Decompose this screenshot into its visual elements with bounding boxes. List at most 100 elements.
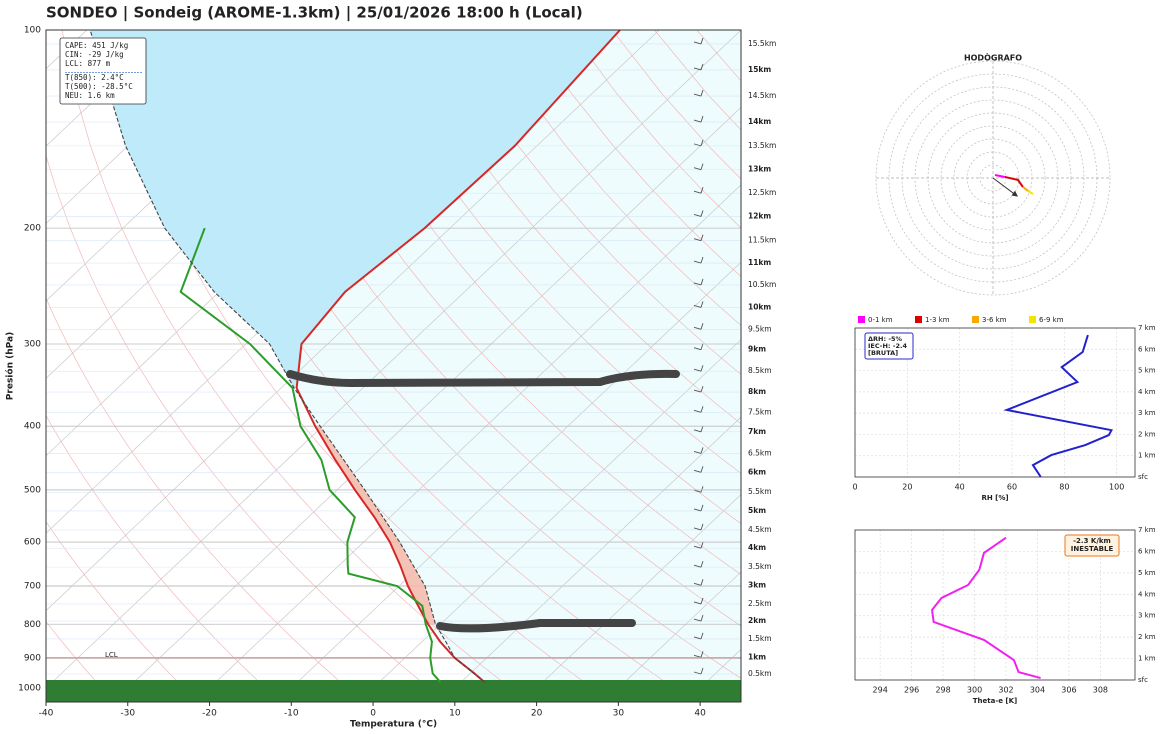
info-line: INESTABLE	[1071, 545, 1114, 553]
hodograph-title: HODÒGRAFO	[964, 52, 1022, 63]
info-line: NEU: 1.6 km	[65, 91, 115, 100]
hodograph-line	[1004, 175, 1024, 188]
height-label: 15km	[748, 65, 771, 74]
height-label: 5km	[748, 506, 766, 515]
wind-barb	[693, 614, 704, 622]
height-label: 13km	[748, 165, 771, 174]
info-line: T(850): 2.4°C	[65, 73, 124, 82]
dry-adiabat	[781, 30, 1172, 702]
hodograph-ring	[875, 60, 1111, 296]
wind-barb	[693, 667, 704, 675]
skewt-plot	[46, 30, 1172, 702]
y-tick-label: sfc	[1138, 676, 1148, 684]
height-label: 1.5km	[748, 634, 772, 643]
height-label: 9.5km	[748, 324, 772, 333]
isotherm	[358, 339, 741, 702]
profile-line	[295, 30, 621, 684]
x-axis-label: Theta-e [K]	[973, 697, 1018, 705]
y-tick-label: 7 km	[1138, 526, 1156, 534]
wind-barb	[693, 486, 704, 493]
height-label: 0.5km	[748, 669, 772, 678]
y-tick-label: 4 km	[1138, 388, 1156, 396]
y-tick-label: sfc	[1138, 473, 1148, 481]
x-tick-label: 20	[902, 483, 912, 492]
x-tick-label: 296	[904, 686, 919, 695]
height-label: 8km	[748, 387, 766, 396]
height-label: 10.5km	[748, 280, 776, 289]
height-label: 12km	[748, 211, 771, 220]
y-tick-label: 5 km	[1138, 367, 1156, 375]
ground	[46, 680, 741, 702]
y-tick-label: 4 km	[1138, 590, 1156, 598]
x-tick-label: 0	[370, 709, 376, 719]
wind-barb	[693, 139, 704, 147]
height-label: 10km	[748, 302, 771, 311]
x-tick-label: 60	[1007, 483, 1017, 492]
info-line: CAPE: 451 J/kg	[65, 41, 128, 50]
y-tick-label: 6 km	[1138, 345, 1156, 353]
annotation-stroke	[286, 369, 680, 388]
wind-barb	[693, 234, 704, 242]
dry-adiabat	[442, 30, 741, 375]
upper-area	[90, 30, 620, 389]
wind-barb	[693, 163, 704, 171]
profile-line	[89, 30, 485, 683]
x-tick-label: 20	[531, 709, 543, 719]
x-tick-label: 306	[1061, 686, 1076, 695]
wind-barb	[693, 187, 704, 194]
x-tick-label: 40	[694, 709, 706, 719]
height-label: 11.5km	[748, 236, 776, 245]
isotherm	[521, 494, 741, 702]
wind-barb	[693, 504, 704, 512]
isotherm	[767, 30, 1172, 702]
y-tick-label: 100	[24, 26, 41, 36]
y-tick-label: 6 km	[1138, 547, 1156, 555]
info-line: LCL: 877 m	[65, 59, 111, 68]
info-box	[864, 332, 914, 360]
storm-motion	[992, 177, 1019, 197]
height-label: 2.5km	[748, 599, 772, 608]
isotherm	[46, 30, 660, 612]
x-tick-label: 80	[1059, 483, 1069, 492]
wind-barb	[693, 301, 704, 308]
x-tick-label: 10	[449, 709, 461, 719]
x-tick-label: 308	[1093, 686, 1108, 695]
wind-barb	[693, 447, 704, 454]
info-line: -2.3 K/km	[1073, 537, 1111, 545]
annotation-stroke	[436, 619, 636, 633]
y-tick-label: 3 km	[1138, 409, 1156, 417]
height-label: 7.5km	[748, 407, 772, 416]
x-tick-label: 30	[613, 709, 625, 719]
y-tick-label: 500	[24, 485, 41, 495]
legend-swatch	[915, 316, 922, 323]
y-tick-label: 1 km	[1138, 452, 1156, 460]
dry-adiabat	[46, 621, 116, 702]
height-label: 4km	[748, 543, 766, 552]
wind-barb	[693, 343, 704, 351]
height-label: 5.5km	[748, 487, 772, 496]
wind-barb	[693, 210, 704, 217]
height-label: 14km	[748, 117, 771, 126]
wind-barb	[693, 89, 704, 97]
wind-barb	[693, 579, 704, 586]
legend-swatch	[858, 316, 865, 323]
x-tick-label: 294	[873, 686, 888, 695]
plot-frame	[854, 529, 1136, 681]
x-tick-label: 304	[1030, 686, 1045, 695]
legend-swatch	[972, 316, 979, 323]
isotherm	[439, 416, 741, 702]
wind-barb	[693, 385, 704, 393]
info-line: [BRUTA]	[868, 349, 898, 357]
wind-barb	[693, 63, 704, 71]
lcl-label: LCL	[105, 651, 118, 659]
info-line: IEC-H: -2.4	[868, 342, 907, 350]
legend-label: 6-9 km	[1039, 316, 1064, 324]
info-line: ΔRH: -5%	[868, 335, 903, 343]
wind-barb	[693, 278, 704, 286]
info-line: CIN: -29 J/kg	[65, 50, 124, 59]
wind-barb	[693, 466, 704, 473]
y-tick-label: 1 km	[1138, 655, 1156, 663]
isotherm	[194, 184, 741, 702]
